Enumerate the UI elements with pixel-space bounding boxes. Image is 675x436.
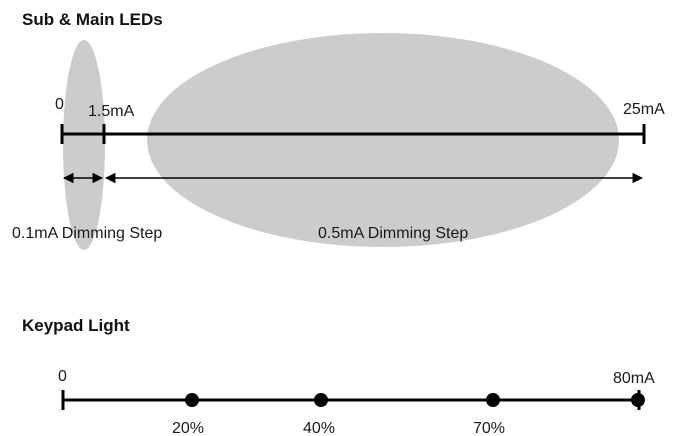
fine-step-region bbox=[63, 40, 105, 250]
sub-main-start-label: 0 bbox=[55, 96, 64, 113]
keypad-point-40-marker bbox=[314, 393, 328, 407]
sub-main-leds-title: Sub & Main LEDs bbox=[22, 10, 163, 29]
keypad-end-label: 80mA bbox=[613, 370, 655, 387]
keypad-end-marker bbox=[631, 393, 645, 407]
keypad-point-20-label: 20% bbox=[172, 420, 204, 436]
coarse-step-caption: 0.5mA Dimming Step bbox=[318, 225, 468, 242]
keypad-point-70-label: 70% bbox=[473, 420, 505, 436]
keypad-start-label: 0 bbox=[58, 368, 67, 385]
keypad-point-40-label: 40% bbox=[303, 420, 335, 436]
keypad-light-title: Keypad Light bbox=[22, 316, 130, 335]
keypad-point-20-marker bbox=[185, 393, 199, 407]
sub-main-mid-label: 1.5mA bbox=[88, 103, 135, 120]
keypad-point-70-marker bbox=[486, 393, 500, 407]
fine-step-caption: 0.1mA Dimming Step bbox=[12, 225, 162, 242]
coarse-step-region bbox=[147, 33, 619, 247]
sub-main-end-label: 25mA bbox=[623, 101, 665, 118]
